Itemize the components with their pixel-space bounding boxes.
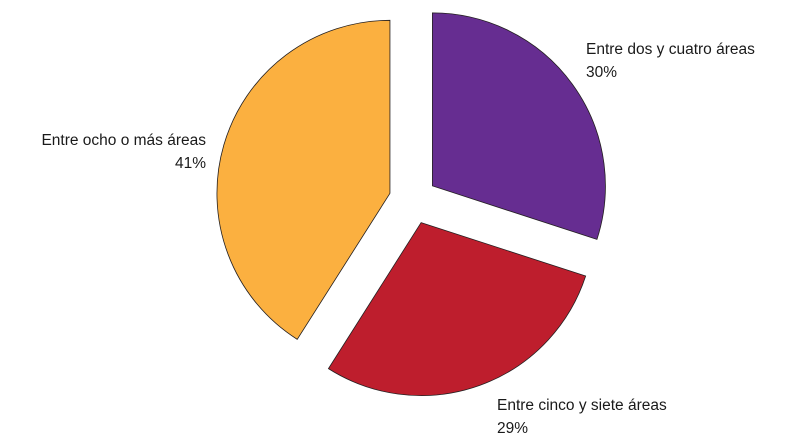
slice-value-entre-dos-y-cuatro-areas: 30% <box>586 64 617 81</box>
pie-slice-entre-cinco-y-siete-areas <box>327 222 587 396</box>
slice-label-entre-ocho-o-mas-areas: Entre ocho o más áreas <box>41 132 206 149</box>
slice-value-entre-cinco-y-siete-areas: 29% <box>497 420 528 437</box>
slice-label-entre-cinco-y-siete-areas: Entre cinco y siete áreas <box>497 397 667 414</box>
pie-slice-entre-ocho-o-mas-areas <box>216 19 391 340</box>
slice-label-entre-dos-y-cuatro-areas: Entre dos y cuatro áreas <box>586 41 755 58</box>
slice-value-entre-ocho-o-mas-areas: 41% <box>175 155 206 172</box>
pie-labels: Entre dos y cuatro áreas 30% Entre cinco y… <box>41 41 755 437</box>
pie-slices <box>216 12 606 396</box>
pie-slice-entre-dos-y-cuatro-areas <box>432 12 606 240</box>
